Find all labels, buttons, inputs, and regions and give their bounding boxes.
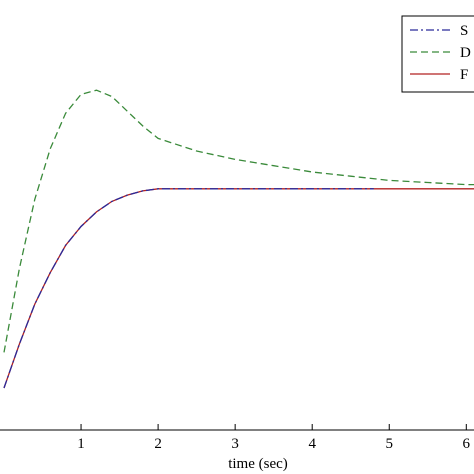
x-axis-label: time (sec) <box>228 456 288 472</box>
series-line-s <box>3 188 374 389</box>
x-tick-label: 6 <box>463 436 471 452</box>
series-line-d <box>3 89 474 353</box>
x-tick-label: 5 <box>385 436 393 452</box>
legend-label-d: D <box>460 45 471 61</box>
legend-label-s: S <box>460 23 468 39</box>
x-tick-label: 1 <box>77 436 85 452</box>
x-tick-label: 2 <box>154 436 162 452</box>
x-ticks: 1 2 3 4 5 6 <box>77 424 471 452</box>
series-line-f <box>3 188 474 389</box>
x-tick-label: 3 <box>231 436 239 452</box>
legend: SDF <box>401 15 474 93</box>
x-tick-label: 4 <box>308 436 316 452</box>
legend-box <box>401 15 474 93</box>
series-layer <box>3 89 474 389</box>
legend-label-f: F <box>460 67 468 83</box>
